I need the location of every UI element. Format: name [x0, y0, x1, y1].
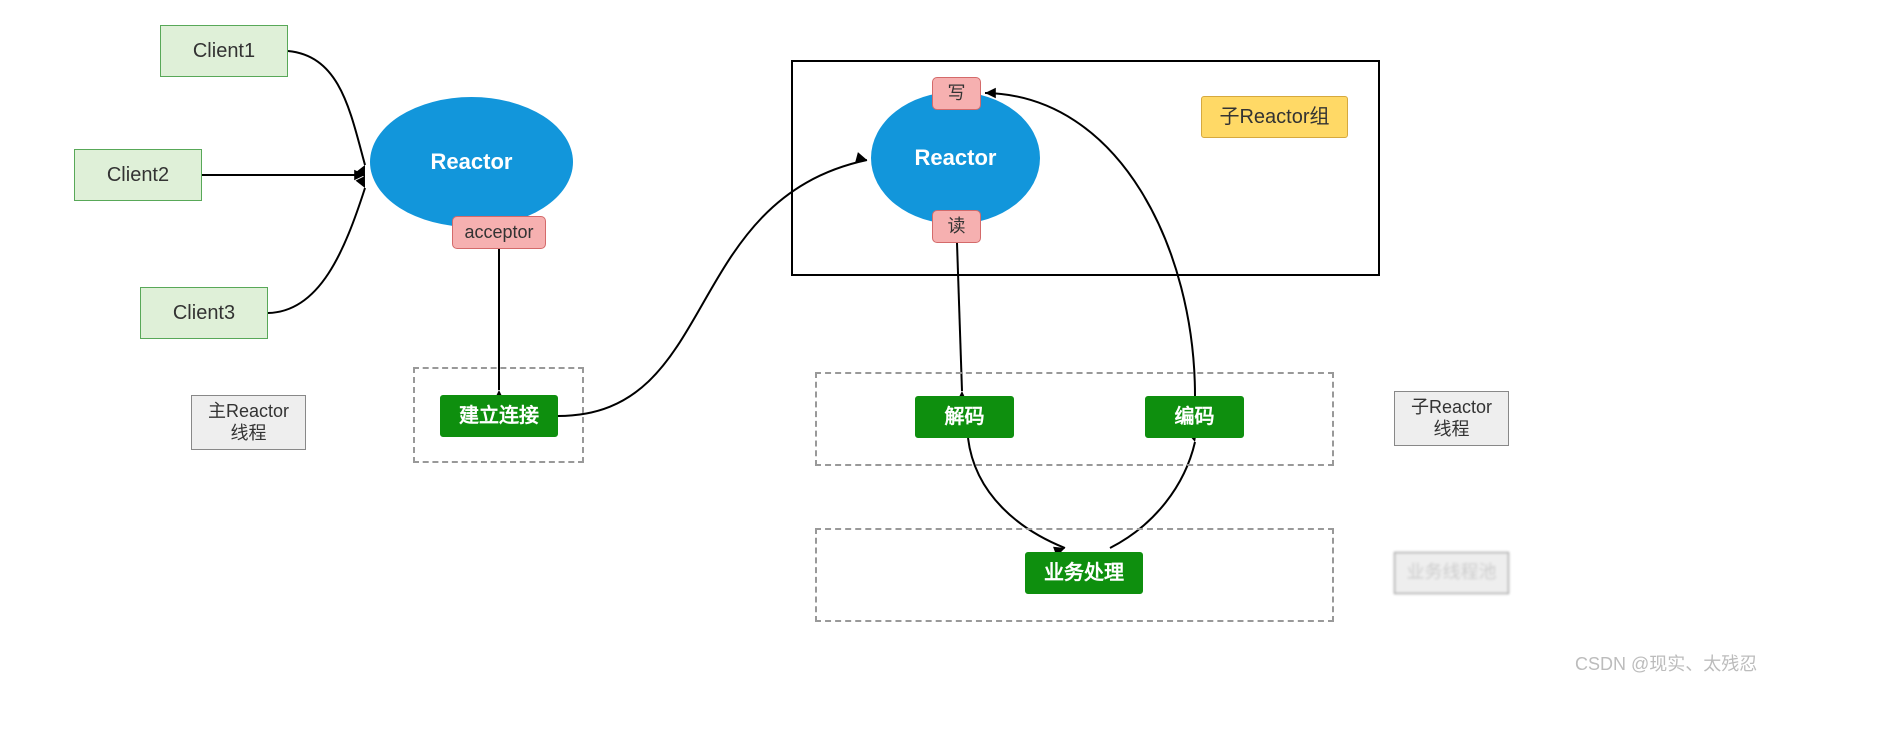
- client1: Client1: [160, 25, 288, 77]
- biz_thread_label: 业务线程池: [1394, 552, 1509, 594]
- main_thread_label: 主Reactor 线程: [191, 395, 306, 450]
- read_box: 读: [932, 210, 981, 243]
- encode: 编码: [1145, 396, 1244, 438]
- acceptor: acceptor: [452, 216, 546, 249]
- edge-c1-mr: [288, 51, 365, 165]
- client3: Client3: [140, 287, 268, 339]
- write_box: 写: [932, 77, 981, 110]
- sub_thread_label: 子Reactor 线程: [1394, 391, 1509, 446]
- decode: 解码: [915, 396, 1014, 438]
- sub_thread_box: [815, 372, 1334, 466]
- business: 业务处理: [1025, 552, 1143, 594]
- establish_conn: 建立连接: [440, 395, 558, 437]
- watermark: CSDN @现实、太残忍: [1575, 650, 1757, 676]
- sub_reactor: Reactor: [871, 92, 1040, 224]
- main_reactor: Reactor: [370, 97, 573, 227]
- client2: Client2: [74, 149, 202, 201]
- edge-c3-mr: [268, 188, 365, 313]
- sub_group_label: 子Reactor组: [1201, 96, 1348, 138]
